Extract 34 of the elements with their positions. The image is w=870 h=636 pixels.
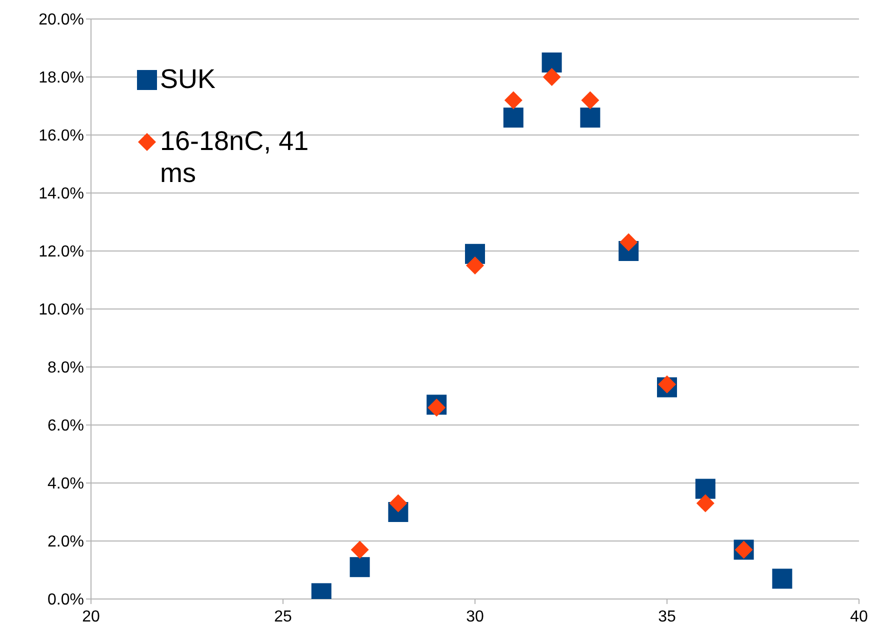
point [350, 540, 369, 559]
legend-label: SUK [160, 63, 216, 95]
y-tick-label: 14.0% [38, 186, 84, 203]
y-tick-label: 10.0% [38, 302, 84, 319]
x-tick-label: 20 [82, 608, 100, 626]
y-tick-label: 8.0% [48, 360, 84, 377]
y-tick-label: 2.0% [48, 534, 84, 551]
point [580, 108, 600, 128]
point [350, 557, 370, 578]
point [772, 568, 792, 589]
point [389, 494, 408, 512]
point [695, 478, 716, 499]
point [503, 108, 524, 128]
y-tick-label: 0.0% [48, 592, 84, 609]
x-tick-label: 25 [274, 608, 292, 626]
legend-label: 16-18nC, 41 ms [160, 125, 310, 189]
point [428, 398, 446, 417]
point [696, 494, 714, 512]
point [504, 91, 522, 110]
point [658, 375, 676, 394]
y-tick-label: 18.0% [38, 70, 84, 87]
y-tick-label: 20.0% [38, 12, 84, 29]
point [581, 91, 600, 110]
x-tick-label: 35 [658, 608, 676, 626]
point [542, 68, 561, 86]
point [620, 233, 638, 252]
y-tick-label: 16.0% [38, 128, 84, 145]
x-tick-label: 30 [466, 608, 484, 626]
x-tick-label: 40 [850, 608, 868, 626]
y-tick-label: 6.0% [48, 418, 84, 435]
point [542, 52, 562, 72]
y-tick-label: 4.0% [48, 476, 84, 493]
y-tick-label: 12.0% [38, 244, 84, 261]
point [466, 256, 484, 274]
